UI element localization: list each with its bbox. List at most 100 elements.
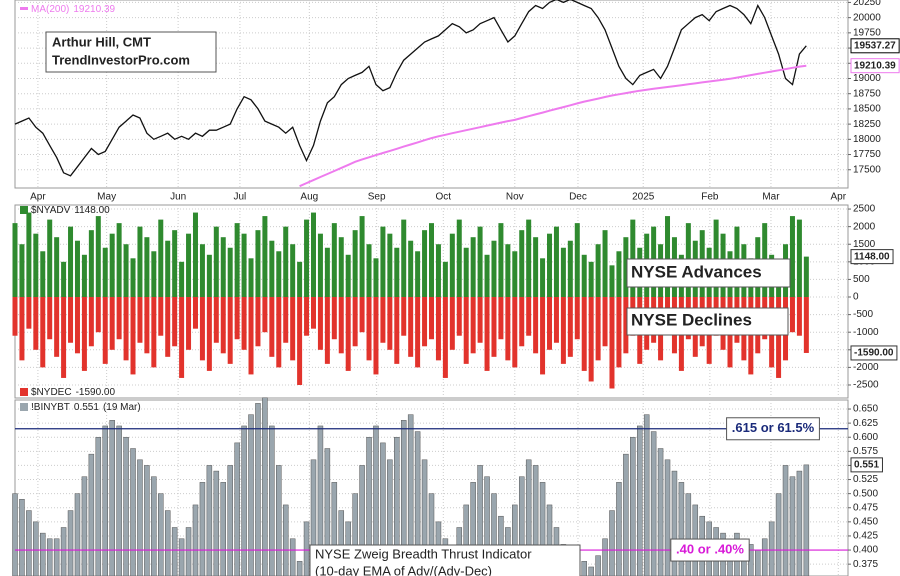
bar bbox=[283, 297, 289, 343]
y-tick-label: 0.375 bbox=[853, 559, 878, 570]
value-tag: 19537.27 bbox=[854, 40, 896, 51]
annotation-box bbox=[45, 31, 217, 73]
bar bbox=[796, 219, 802, 298]
bar bbox=[470, 482, 476, 576]
bar bbox=[512, 251, 518, 298]
annotation-box bbox=[309, 544, 581, 576]
y-tick-label: -1000 bbox=[853, 327, 879, 338]
bar bbox=[248, 258, 254, 298]
bar bbox=[144, 465, 150, 576]
annotation-box bbox=[626, 258, 791, 288]
bar bbox=[637, 425, 643, 576]
x-tick-label: Apr bbox=[831, 192, 847, 203]
annotation-box bbox=[626, 307, 789, 336]
bar bbox=[26, 510, 32, 576]
y-tick-label: 0.400 bbox=[853, 545, 878, 556]
x-tick-label: Nov bbox=[506, 192, 524, 203]
bar bbox=[588, 297, 594, 382]
bar bbox=[171, 527, 178, 576]
y-tick-label: 19750 bbox=[853, 27, 881, 38]
y-tick-label: 20250 bbox=[853, 0, 881, 8]
bar bbox=[158, 493, 164, 576]
bar bbox=[227, 297, 233, 364]
y-tick-label: 0.450 bbox=[853, 516, 878, 527]
y-tick-label: 500 bbox=[853, 274, 870, 285]
bar bbox=[234, 223, 240, 298]
bar bbox=[748, 297, 754, 375]
bar bbox=[574, 297, 580, 340]
bar bbox=[755, 549, 761, 576]
bar bbox=[581, 297, 587, 371]
bar bbox=[123, 244, 129, 298]
bar bbox=[47, 297, 53, 340]
bar bbox=[331, 223, 337, 298]
bar bbox=[519, 230, 525, 298]
bar bbox=[276, 297, 282, 368]
x-tick-label: Sep bbox=[368, 192, 386, 203]
bar bbox=[130, 448, 136, 576]
bar bbox=[317, 233, 323, 298]
x-tick-label: Apr bbox=[30, 192, 46, 203]
y-tick-label: 0.475 bbox=[853, 502, 878, 513]
bar bbox=[616, 251, 622, 298]
bar bbox=[289, 538, 296, 576]
bar bbox=[248, 297, 254, 375]
legend-swatch bbox=[20, 388, 28, 396]
bar bbox=[74, 297, 80, 354]
price-line bbox=[299, 64, 807, 188]
bar bbox=[317, 297, 323, 350]
y-tick-label: 0 bbox=[853, 292, 859, 303]
bar bbox=[186, 297, 192, 350]
bar bbox=[68, 226, 74, 298]
bar bbox=[449, 233, 455, 298]
bar bbox=[338, 237, 344, 298]
y-tick-label: -2500 bbox=[853, 380, 879, 391]
bar bbox=[158, 219, 164, 298]
value-tag-box bbox=[850, 249, 894, 265]
y-tick-label: 0.425 bbox=[853, 531, 878, 542]
bar bbox=[33, 297, 39, 350]
bar bbox=[248, 414, 254, 576]
bar bbox=[81, 476, 88, 576]
bar bbox=[505, 244, 511, 298]
bar bbox=[144, 297, 150, 354]
legend-entry: MA(200) 19210.39 bbox=[31, 4, 116, 15]
bar bbox=[185, 527, 192, 576]
y-tick-label: 18250 bbox=[853, 119, 881, 130]
bar bbox=[796, 297, 802, 336]
bar bbox=[429, 297, 434, 340]
y-tick-label: 17750 bbox=[853, 149, 881, 160]
bar bbox=[165, 240, 171, 298]
bar bbox=[512, 297, 518, 368]
legend-entry: $NYDEC -1590.00 bbox=[31, 387, 115, 398]
y-tick-label: 18000 bbox=[853, 134, 881, 145]
bar bbox=[602, 538, 608, 576]
bar bbox=[95, 216, 101, 298]
bar bbox=[206, 254, 212, 298]
bar bbox=[761, 538, 768, 576]
bar bbox=[526, 219, 532, 298]
y-tick-label: 0.650 bbox=[853, 404, 878, 415]
bar bbox=[505, 297, 511, 361]
bar bbox=[373, 258, 379, 298]
bar bbox=[394, 436, 400, 576]
bar bbox=[172, 297, 178, 347]
legend-name: $NYADV bbox=[31, 205, 71, 216]
bar bbox=[623, 237, 629, 298]
bar bbox=[220, 237, 226, 298]
bar bbox=[74, 493, 81, 576]
threshold-label: .40 or .40% bbox=[676, 541, 744, 556]
bar bbox=[46, 538, 53, 576]
bar bbox=[54, 237, 60, 298]
bar bbox=[650, 431, 657, 576]
legend-swatch bbox=[20, 7, 28, 10]
bar bbox=[435, 244, 441, 298]
y-tick-label: 0.525 bbox=[853, 474, 878, 485]
bar bbox=[95, 297, 101, 333]
bar bbox=[533, 237, 539, 298]
bar bbox=[345, 297, 351, 371]
bar bbox=[657, 448, 664, 576]
bar bbox=[26, 212, 32, 298]
bar bbox=[796, 470, 803, 576]
bar bbox=[373, 425, 379, 576]
